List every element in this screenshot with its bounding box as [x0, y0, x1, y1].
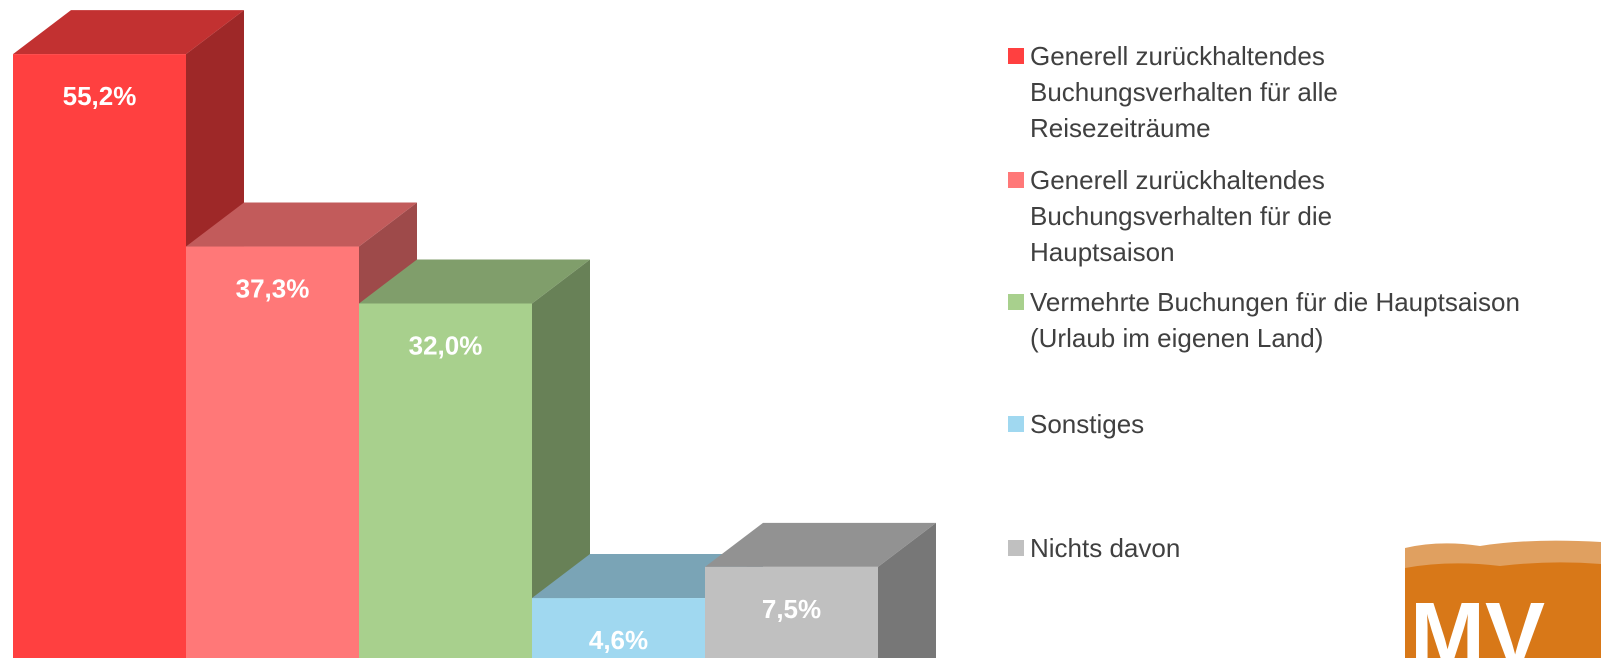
data-label: 32,0%: [409, 330, 483, 360]
legend-label: Generell zurückhaltendes Buchungsverhalt…: [1030, 41, 1338, 143]
legend-swatch: [1008, 416, 1024, 432]
legend-swatch: [1008, 48, 1024, 64]
legend-swatch: [1008, 294, 1024, 310]
legend-swatch: [1008, 540, 1024, 556]
data-label: 55,2%: [63, 81, 137, 111]
legend-label: Vermehrte Buchungen für die Hauptsaison …: [1030, 287, 1520, 353]
bar: [532, 598, 705, 658]
data-label: 7,5%: [762, 594, 821, 624]
bar: [186, 246, 359, 658]
bar-top: [705, 522, 936, 567]
bar-top: [359, 259, 590, 304]
legend-label: Generell zurückhaltendes Buchungsverhalt…: [1030, 165, 1333, 267]
bar: [359, 303, 532, 658]
bar: [705, 566, 878, 658]
logo-text: MV: [1410, 585, 1545, 658]
data-label: 4,6%: [589, 625, 648, 655]
logo: MV: [1405, 540, 1601, 658]
legend-label: Nichts davon: [1030, 533, 1181, 563]
bar-side: [532, 259, 590, 658]
logo-shape: [1405, 562, 1601, 658]
bar-top: [13, 10, 244, 55]
data-label: 37,3%: [236, 273, 310, 303]
bar: [13, 54, 186, 658]
bar-top: [186, 202, 417, 247]
legend-label: Sonstiges: [1030, 409, 1145, 439]
bar-side: [878, 522, 936, 658]
legend-swatch: [1008, 172, 1024, 188]
